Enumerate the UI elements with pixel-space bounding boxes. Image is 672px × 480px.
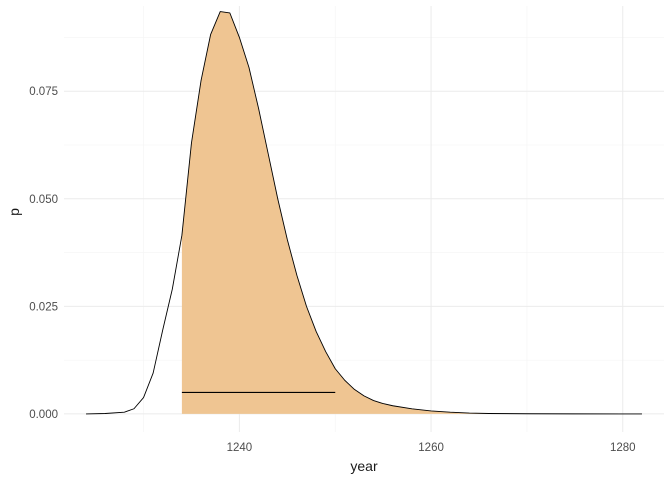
x-tick-label: 1280 bbox=[610, 442, 636, 454]
y-tick-label: 0.000 bbox=[29, 409, 58, 421]
minor-gridlines bbox=[64, 6, 664, 432]
y-tick-label: 0.075 bbox=[29, 86, 58, 98]
shaded-area bbox=[181, 11, 642, 414]
major-gridlines bbox=[64, 6, 664, 432]
y-tick-labels: 0.000 0.025 0.050 0.075 bbox=[29, 86, 58, 421]
plot-marks bbox=[86, 11, 642, 415]
x-axis-title: year bbox=[350, 458, 378, 474]
x-tick-label: 1260 bbox=[418, 442, 444, 454]
x-tick-label: 1240 bbox=[227, 442, 253, 454]
y-axis-title: p bbox=[6, 208, 22, 216]
y-tick-label: 0.050 bbox=[29, 194, 58, 206]
x-tick-labels: 1240 1260 1280 bbox=[227, 442, 636, 454]
y-tick-label: 0.025 bbox=[29, 301, 58, 313]
density-line bbox=[86, 11, 642, 415]
